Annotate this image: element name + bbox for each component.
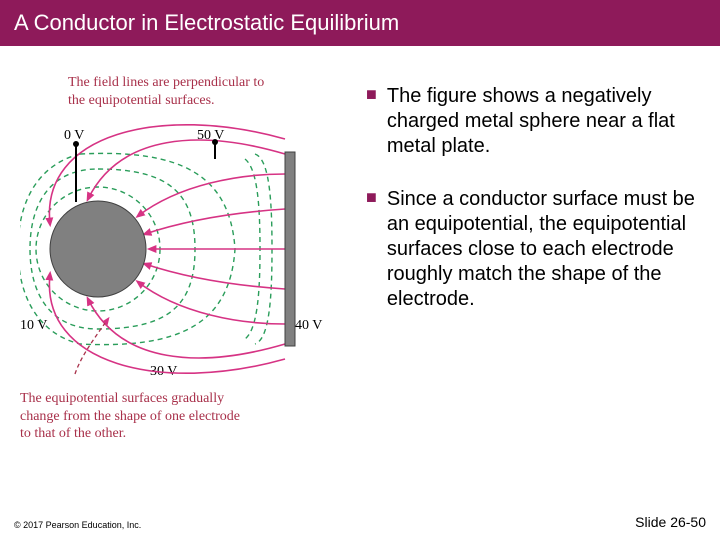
- bullet-1-text: The figure shows a negatively charged me…: [387, 84, 700, 159]
- caption-top: The field lines are perpendicular to the…: [68, 74, 264, 109]
- bullet-2: ■ Since a conductor surface must be an e…: [366, 187, 700, 312]
- metal-sphere: [50, 201, 146, 297]
- caption-top-line1: The field lines are perpendicular to: [68, 75, 264, 90]
- sphere-terminal: [73, 141, 79, 147]
- caption-bottom-line1: The equipotential surfaces gradually: [20, 391, 224, 406]
- bullet-marker-icon: ■: [366, 84, 377, 159]
- bullet-marker-icon: ■: [366, 187, 377, 312]
- metal-plate: [285, 152, 295, 346]
- copyright-text: © 2017 Pearson Education, Inc.: [14, 520, 141, 530]
- caption-bottom: The equipotential surfaces gradually cha…: [20, 390, 240, 443]
- text-column: ■ The figure shows a negatively charged …: [360, 74, 700, 454]
- figure-holder: The field lines are perpendicular to the…: [20, 74, 360, 454]
- bullet-2-text: Since a conductor surface must be an equ…: [387, 187, 700, 312]
- slide-title-bar: A Conductor in Electrostatic Equilibrium: [0, 0, 720, 46]
- caption-bottom-line3: to that of the other.: [20, 426, 126, 441]
- caption-bottom-line2: change from the shape of one electrode: [20, 409, 240, 424]
- slide-number: Slide 26-50: [635, 514, 706, 530]
- figure-column: The field lines are perpendicular to the…: [20, 74, 360, 454]
- physics-diagram: [20, 114, 340, 394]
- bullet-1: ■ The figure shows a negatively charged …: [366, 84, 700, 159]
- caption-top-line2: the equipotential surfaces.: [68, 93, 215, 108]
- slide-title: A Conductor in Electrostatic Equilibrium: [14, 10, 399, 35]
- content-area: The field lines are perpendicular to the…: [0, 46, 720, 454]
